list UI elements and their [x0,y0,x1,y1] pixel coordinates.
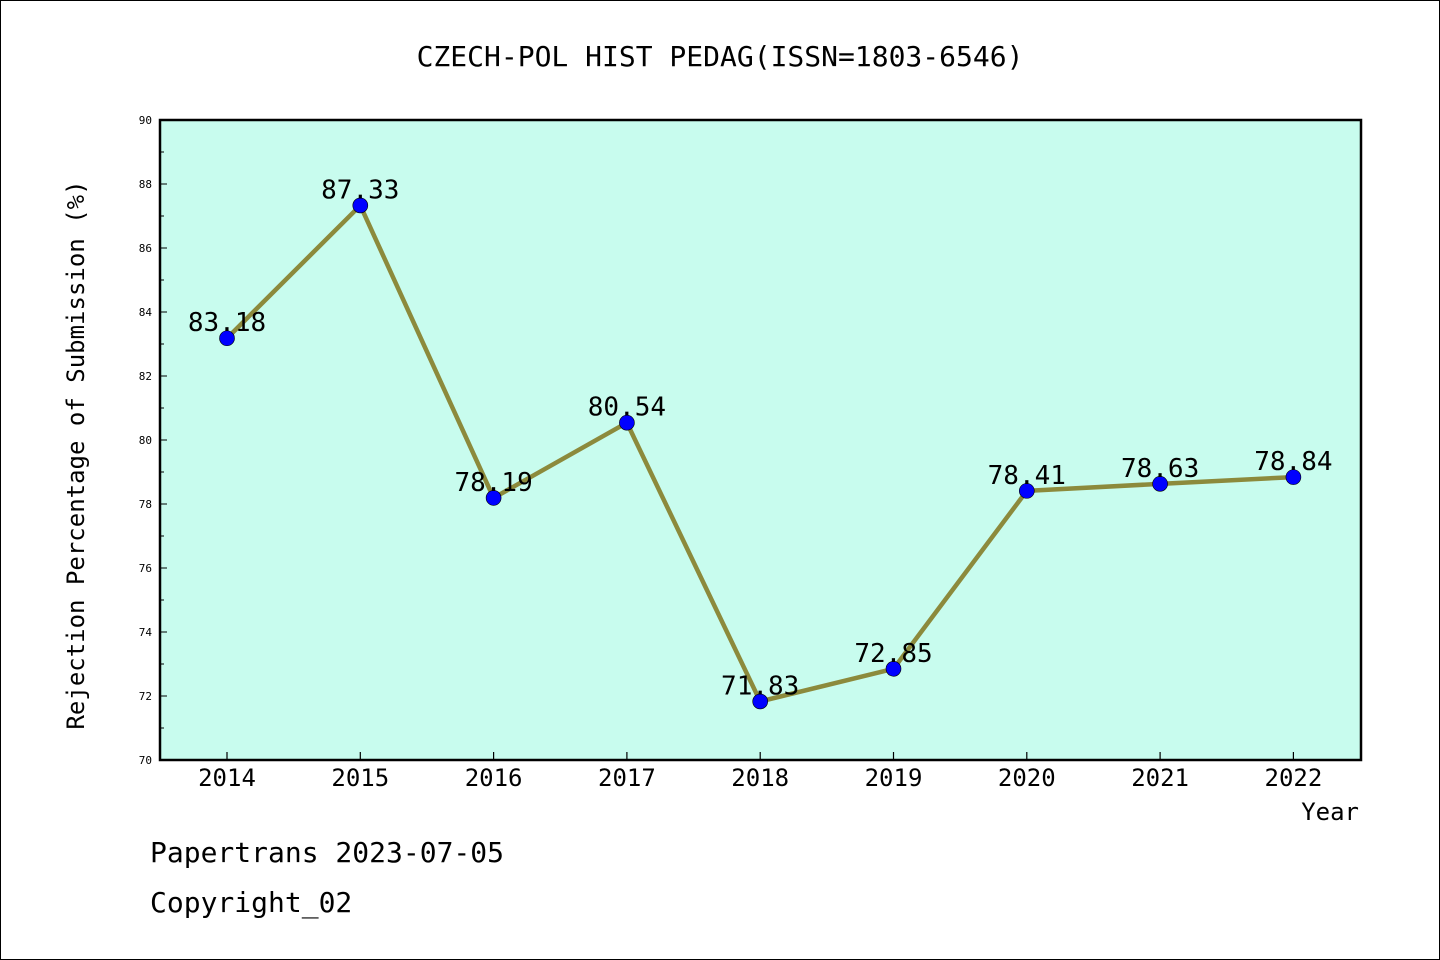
y-tick-label: 88 [139,178,152,191]
data-label: 83.18 [188,308,266,338]
footer-copyright: Copyright_02 [150,886,353,919]
data-label: 71.83 [721,671,799,701]
y-tick-label: 84 [139,306,153,319]
data-label: 78.63 [1121,454,1199,484]
data-point [219,330,235,347]
x-tick-label: 2019 [865,764,923,792]
x-tick-label: 2015 [331,764,389,792]
x-tick-label: 2016 [465,764,523,792]
data-label: 78.19 [454,468,532,498]
chart-title: CZECH-POL HIST PEDAG(ISSN=1803-6546) [417,40,1024,73]
y-tick-label: 80 [139,434,152,447]
y-axis-label: Rejection Percentage of Submission (%) [62,180,90,729]
footer-date: Papertrans 2023-07-05 [150,836,505,869]
data-point [352,197,369,214]
data-label: 78.84 [1254,447,1332,477]
data-label: 78.41 [988,461,1066,491]
x-axis: 2014 2015 2016 2017 2018 2019 2020 2021 2022 [198,752,1322,792]
x-axis-label: Year [1301,798,1359,826]
data-markers [219,197,1302,710]
plot-area [158,118,1363,762]
data-label: 87.33 [321,175,399,205]
x-tick-label: 2018 [731,764,789,792]
data-label: 72.85 [854,639,932,669]
x-tick-label: 2017 [598,764,656,792]
data-point [619,414,635,431]
x-tick-label: 2020 [998,764,1056,792]
y-tick-label: 72 [139,690,152,703]
x-tick-label: 2022 [1265,764,1323,792]
data-point [885,660,902,677]
y-tick-label: 70 [139,754,152,767]
data-point [752,693,769,710]
y-tick-label: 76 [139,562,152,575]
data-label: 80.54 [588,393,666,423]
data-point [1152,476,1168,492]
data-point [1019,483,1035,499]
data-labels: 83.18 87.33 78.19 80.54 71.83 72.85 78.41 78.63… [188,175,1333,701]
y-tick-label: 78 [139,498,152,511]
data-point [485,490,502,506]
y-tick-label: 86 [139,242,152,255]
y-tick-label: 74 [139,626,153,639]
x-tick-label: 2021 [1131,764,1189,792]
y-axis: 70 72 74 76 78 80 82 84 86 88 90 [139,114,167,767]
x-tick-label: 2014 [198,764,256,792]
y-tick-label: 82 [139,370,152,383]
data-point [1285,469,1302,485]
y-tick-label: 90 [139,114,152,127]
